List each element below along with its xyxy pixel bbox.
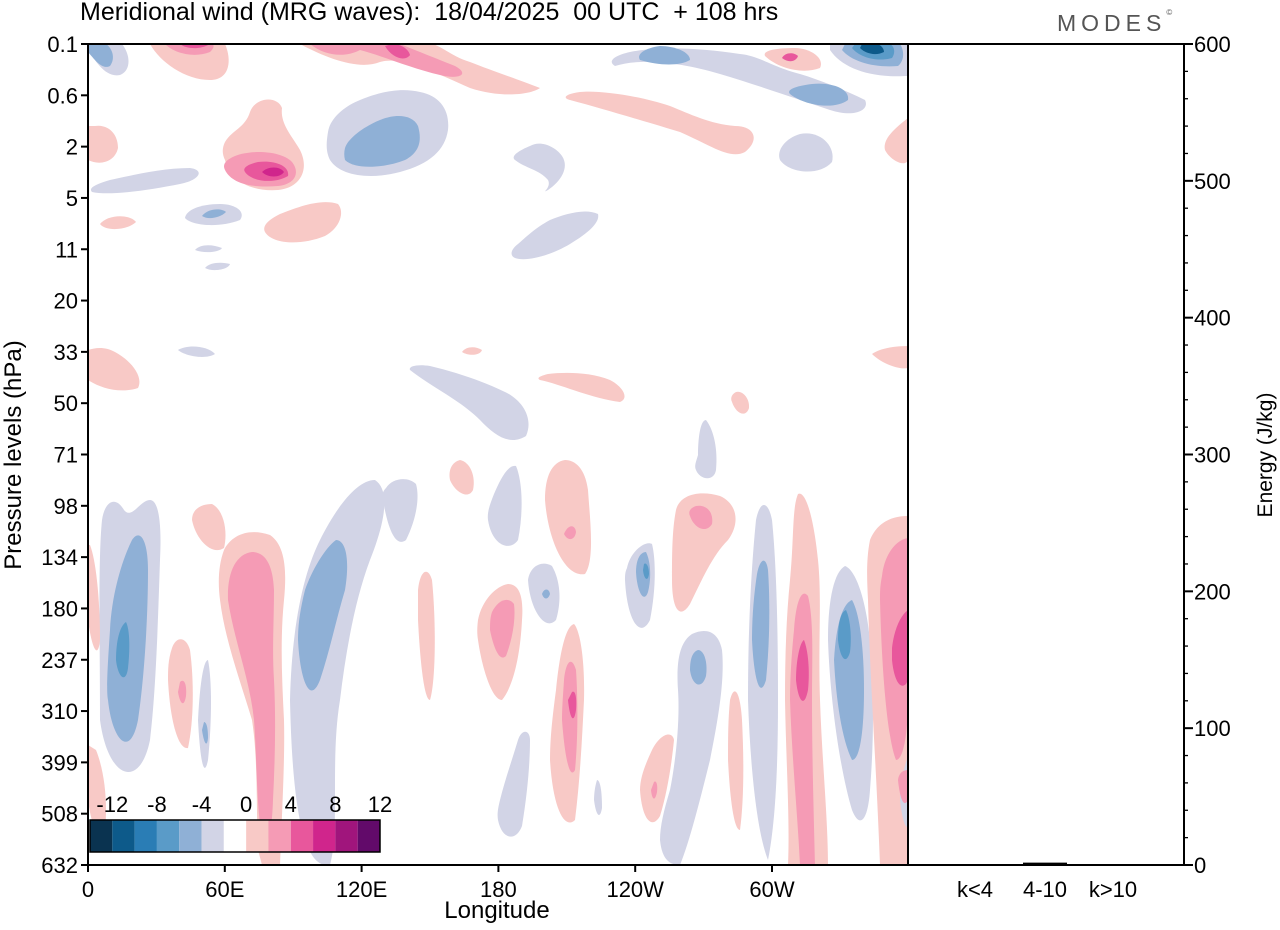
- energy-tick-label: 500: [1194, 169, 1231, 194]
- colorbar-swatch: [357, 820, 380, 852]
- contour-pos-lower-5: [728, 493, 828, 865]
- colorbar-label: 4: [285, 792, 297, 817]
- category-label: k<4: [957, 877, 993, 902]
- brand-logo: MODES©: [1057, 8, 1173, 37]
- longitude-tick-label: 60E: [205, 877, 244, 902]
- colorbar-label: -8: [147, 792, 167, 817]
- contour-neg-lower-5: [660, 505, 778, 865]
- colorbar-label: -12: [96, 792, 128, 817]
- energy-tick-label: 200: [1194, 579, 1231, 604]
- colorbar-swatch: [90, 820, 113, 852]
- colorbar-swatch: [112, 820, 135, 852]
- contour-pos-upper-6: [88, 125, 342, 243]
- contour-pos-upper-1: [150, 44, 229, 80]
- energy-tick-label: 600: [1194, 32, 1231, 57]
- colorbar-frame: [89, 819, 381, 853]
- colorbar-swatch: [134, 820, 157, 852]
- energy-tick-label: 0: [1194, 853, 1206, 878]
- contour-pos-upper-4: [565, 91, 908, 164]
- category-ticks: k<4 4-10 k>10: [957, 877, 1137, 902]
- contour-neg-lower-4: [487, 465, 655, 837]
- pressure-tick-label: 632: [41, 853, 78, 878]
- contour-neg-upper-2: [611, 46, 866, 114]
- pressure-tick-label: 33: [54, 340, 78, 365]
- wind-contours: [88, 44, 908, 865]
- energy-tick-label: 400: [1194, 306, 1231, 331]
- colorbar-swatch: [313, 820, 336, 852]
- pressure-tick-label: 180: [41, 596, 78, 621]
- pressure-ticks: 0.1 0.6 2 5 11 20 33 50 71 98 134 180 237 310 399 508 63…: [41, 32, 88, 878]
- energy-bar: [1023, 862, 1067, 864]
- contour-pos-lower-2: [88, 504, 435, 836]
- x-axis-label: Longitude: [444, 897, 550, 924]
- pressure-tick-label: 5: [66, 186, 78, 211]
- longitude-ticks: 0 60E 120E 180 120W 60W: [82, 865, 795, 902]
- contour-pos-upper-3: [764, 48, 821, 71]
- longitude-tick-label: 120E: [336, 877, 387, 902]
- chart-title: Meridional wind (MRG waves): 18/04/2025 …: [80, 0, 779, 26]
- colorbar-swatch: [179, 820, 202, 852]
- colorbar-swatch: [201, 820, 224, 852]
- contour-neg-upper-5: [90, 133, 833, 271]
- pressure-tick-label: 2: [66, 135, 78, 160]
- plot-frame: [87, 43, 909, 866]
- pressure-tick-label: 134: [41, 545, 78, 570]
- colorbar-swatch: [268, 820, 291, 852]
- longitude-tick-label: 180: [480, 877, 517, 902]
- contour-pos-lower-1: [218, 532, 286, 865]
- colorbar-swatch: [156, 820, 180, 852]
- longitude-tick-label: 60W: [749, 877, 794, 902]
- colorbar-label: 12: [368, 792, 392, 817]
- colorbar-label: -4: [192, 792, 212, 817]
- brand-mark: ©: [1166, 8, 1173, 17]
- pressure-tick-label: 310: [41, 699, 78, 724]
- contour-neg-lower-1: [99, 500, 161, 773]
- contour-pos-upper-5: [222, 99, 304, 191]
- contour-neg-lower-3: [198, 660, 211, 768]
- colorbar-swatch: [246, 820, 269, 852]
- contour-neg-upper-4: [326, 90, 449, 176]
- contour-pos-lower-3: [477, 460, 592, 823]
- energy-ticks: 0 100 200 300 400 500 600: [1184, 32, 1231, 878]
- pressure-tick-label: 508: [41, 802, 78, 827]
- category-label: k>10: [1089, 877, 1137, 902]
- pressure-tick-label: 0.6: [47, 83, 78, 108]
- colorbar-swatch: [290, 820, 314, 852]
- energy-frame: [907, 43, 1185, 866]
- colorbar-swatch: [223, 820, 247, 852]
- pressure-tick-label: 71: [54, 443, 78, 468]
- contour-pos-lower-4: [640, 493, 736, 823]
- contour-pos-lower-6: [867, 516, 908, 865]
- contour-pos-upper-2: [300, 44, 540, 95]
- brand-text: MODES: [1057, 10, 1167, 36]
- pressure-tick-label: 98: [54, 494, 78, 519]
- contour-neg-lower-6: [828, 566, 873, 821]
- colorbar-label: 0: [240, 792, 252, 817]
- pressure-tick-label: 0.1: [47, 32, 78, 57]
- contour-neg-upper-1: [88, 44, 129, 76]
- pressure-tick-label: 20: [54, 289, 78, 314]
- energy-tick-label: 300: [1194, 443, 1231, 468]
- longitude-tick-label: 0: [82, 877, 94, 902]
- contour-mid: [88, 346, 908, 495]
- longitude-tick-label: 120W: [606, 877, 664, 902]
- contour-neg-lower-2: [290, 479, 418, 865]
- pressure-tick-label: 237: [41, 648, 78, 673]
- energy-tick-label: 100: [1194, 716, 1231, 741]
- pressure-tick-label: 50: [54, 391, 78, 416]
- energy-bars: [953, 862, 1135, 865]
- contour-neg-upper-3: [830, 44, 908, 77]
- category-label: 4-10: [1023, 877, 1067, 902]
- pressure-tick-label: 399: [41, 750, 78, 775]
- colorbar: -12 -8 -4 0 4 8 12: [89, 792, 392, 853]
- energy-bar: [1091, 864, 1135, 865]
- pressure-tick-label: 11: [55, 237, 78, 262]
- colorbar-swatch: [335, 820, 358, 852]
- energy-bar: [953, 864, 997, 865]
- colorbar-label: 8: [329, 792, 341, 817]
